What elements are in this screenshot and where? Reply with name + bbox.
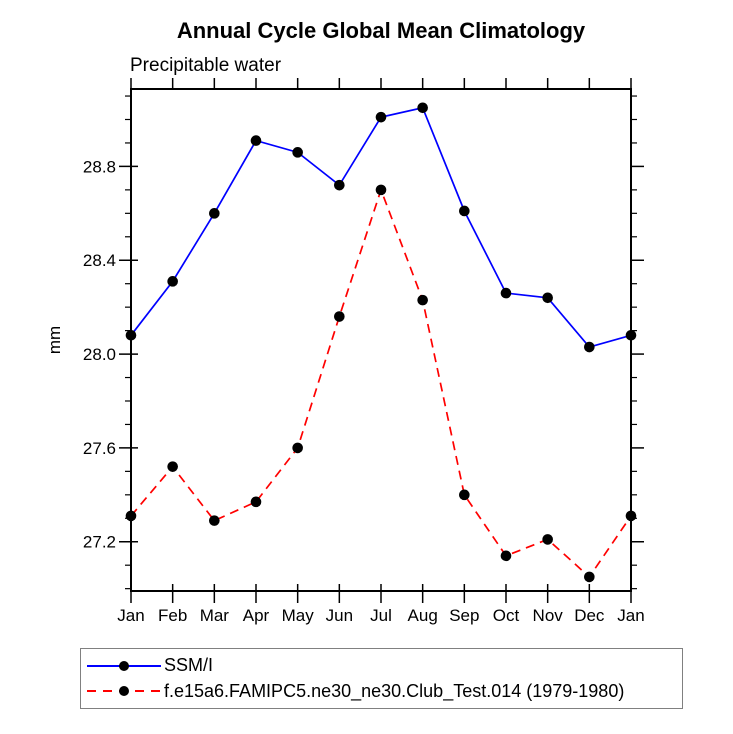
- legend-marker-dot: [119, 660, 129, 671]
- x-tick-label: Jul: [370, 606, 392, 625]
- legend-label-model: f.e15a6.FAMIPC5.ne30_ne30.Club_Test.014 …: [164, 680, 625, 701]
- x-tick-label: May: [282, 606, 315, 625]
- legend: SSM/I f.e15a6.FAMIPC5.ne30_ne30.Club_Tes…: [80, 648, 683, 709]
- x-tick-label: Jan: [117, 606, 144, 625]
- data-point-marker-0: [334, 179, 345, 191]
- x-tick-label: Aug: [408, 606, 438, 625]
- data-point-marker-1: [125, 510, 137, 522]
- series-line-0: [130, 106, 632, 349]
- data-point-marker-1: [250, 496, 262, 508]
- data-point-marker-0: [542, 292, 553, 304]
- data-point-marker-1: [459, 489, 470, 501]
- data-point-marker-0: [125, 330, 137, 341]
- data-point-marker-0: [584, 341, 595, 353]
- x-tick-label: Mar: [200, 606, 230, 625]
- x-tick-label: Oct: [493, 606, 520, 625]
- legend-item-obs: SSM/I: [86, 654, 682, 678]
- legend-marker-dot: [119, 686, 129, 697]
- x-tick-label: Nov: [533, 606, 564, 625]
- x-tick-label: Feb: [158, 606, 187, 625]
- x-tick-label: Jun: [326, 606, 353, 625]
- x-tick-label: Apr: [243, 606, 270, 625]
- y-tick-label: 28.8: [83, 157, 116, 176]
- chart-subtitle: Precipitable water: [130, 55, 282, 76]
- legend-sample-dashed-line: [87, 686, 161, 697]
- x-tick-label: Dec: [574, 606, 605, 625]
- data-point-marker-0: [292, 147, 303, 158]
- plot-frame: [130, 88, 632, 592]
- data-point-marker-1: [167, 461, 178, 472]
- data-point-marker-0: [167, 276, 178, 287]
- data-point-marker-1: [292, 442, 303, 454]
- chart-title: Annual Cycle Global Mean Climatology: [176, 18, 586, 43]
- legend-sample-solid-line: [87, 660, 161, 671]
- y-tick-label: 27.6: [83, 439, 116, 458]
- data-point-marker-0: [500, 287, 512, 299]
- data-point-marker-0: [417, 102, 428, 114]
- y-tick-label: 28.0: [83, 345, 116, 364]
- data-point-marker-1: [334, 311, 345, 322]
- data-point-marker-1: [375, 184, 387, 196]
- data-point-marker-1: [625, 510, 637, 522]
- data-point-marker-0: [459, 205, 470, 217]
- x-tick-label: Sep: [449, 606, 479, 625]
- data-point-marker-0: [375, 111, 387, 123]
- data-point-marker-1: [209, 515, 220, 526]
- y-tick-label: 28.4: [83, 251, 116, 270]
- data-point-marker-1: [417, 294, 428, 306]
- legend-item-model: f.e15a6.FAMIPC5.ne30_ne30.Club_Test.014 …: [86, 679, 682, 703]
- y-tick-label: 27.2: [83, 533, 116, 552]
- data-point-marker-0: [250, 135, 262, 146]
- legend-label-obs: SSM/I: [164, 655, 214, 676]
- x-tick-label: Jan: [617, 606, 644, 625]
- data-point-marker-1: [500, 550, 512, 562]
- data-point-marker-1: [584, 571, 595, 583]
- data-point-marker-0: [209, 208, 220, 219]
- data-point-marker-0: [625, 330, 637, 341]
- series-line-1: [130, 187, 632, 579]
- data-point-marker-1: [542, 534, 553, 545]
